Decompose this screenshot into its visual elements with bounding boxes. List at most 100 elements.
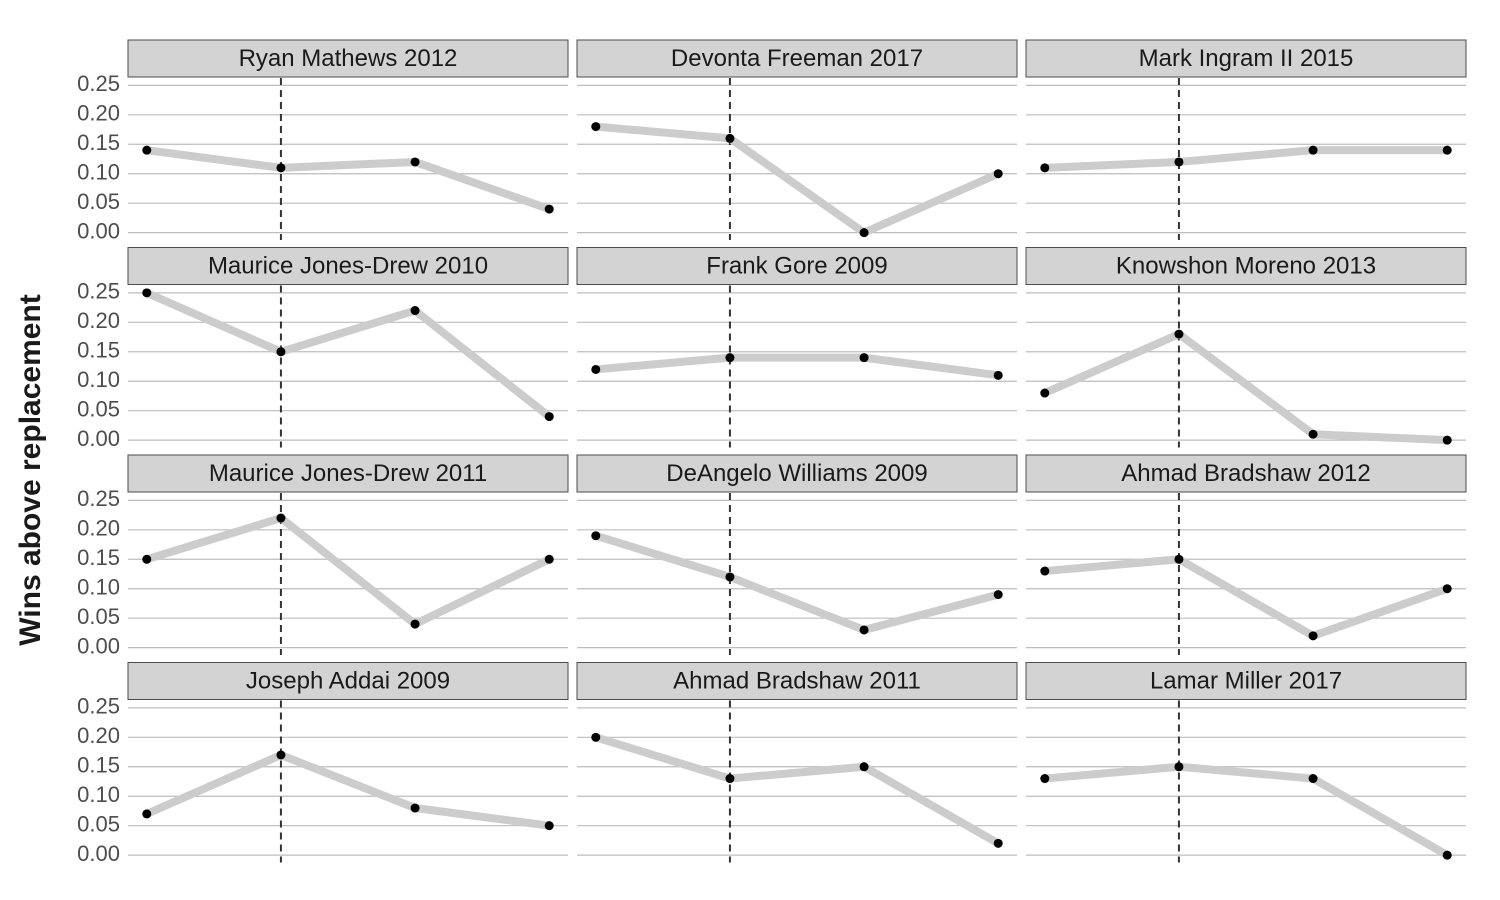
point bbox=[1040, 774, 1050, 784]
point bbox=[993, 838, 1003, 848]
panel-title: Knowshon Moreno 2013 bbox=[1116, 252, 1376, 279]
y-tick-label: 0.10 bbox=[77, 575, 120, 600]
series-line bbox=[595, 353, 999, 380]
point bbox=[1040, 388, 1050, 398]
point bbox=[591, 122, 601, 132]
point bbox=[591, 364, 601, 374]
y-tick-label: 0.20 bbox=[77, 723, 120, 748]
point bbox=[859, 228, 869, 238]
series-line bbox=[145, 514, 551, 629]
point bbox=[276, 163, 286, 173]
series-line bbox=[594, 733, 1001, 847]
y-tick-label: 0.00 bbox=[77, 218, 120, 243]
point bbox=[993, 590, 1003, 600]
strip bbox=[576, 39, 1018, 78]
point bbox=[725, 572, 735, 582]
y-tick-label: 0.25 bbox=[77, 71, 120, 96]
panel-title: Joseph Addai 2009 bbox=[246, 667, 450, 694]
panel-title: Lamar Miller 2017 bbox=[1150, 667, 1342, 694]
panel-title: Maurice Jones-Drew 2010 bbox=[208, 252, 488, 279]
strip bbox=[1025, 247, 1467, 285]
y-tick-label: 0.00 bbox=[77, 426, 120, 451]
point bbox=[725, 353, 735, 363]
series-line bbox=[594, 531, 1000, 634]
y-tick-label: 0.05 bbox=[77, 189, 120, 214]
y-tick-label: 0.20 bbox=[77, 308, 120, 333]
point bbox=[1308, 429, 1318, 439]
strip bbox=[127, 662, 569, 700]
series-line bbox=[146, 146, 551, 213]
strip bbox=[127, 247, 569, 285]
series-line bbox=[1044, 762, 1450, 859]
point bbox=[1442, 850, 1452, 860]
strip bbox=[576, 662, 1018, 700]
y-tick-label: 0.05 bbox=[77, 604, 120, 629]
panel-title: Ahmad Bradshaw 2011 bbox=[673, 667, 921, 694]
point bbox=[410, 157, 420, 167]
point bbox=[276, 513, 286, 523]
strip bbox=[1025, 39, 1467, 78]
series-line bbox=[595, 122, 1000, 237]
point bbox=[1174, 762, 1184, 772]
y-tick-label: 0.25 bbox=[77, 279, 120, 304]
point bbox=[544, 204, 554, 214]
point bbox=[591, 732, 601, 742]
strip bbox=[127, 454, 569, 493]
point bbox=[142, 554, 152, 564]
strip bbox=[576, 454, 1018, 493]
point bbox=[1040, 163, 1050, 173]
panel-title: Maurice Jones-Drew 2011 bbox=[209, 460, 487, 487]
panel-title: Ahmad Bradshaw 2012 bbox=[1121, 460, 1371, 487]
point bbox=[1308, 631, 1318, 641]
point bbox=[142, 288, 152, 298]
y-tick-label: 0.05 bbox=[77, 811, 120, 836]
point bbox=[1308, 145, 1318, 155]
panel-title: Ryan Mathews 2012 bbox=[239, 45, 458, 72]
y-tick-label: 0.00 bbox=[77, 841, 120, 866]
point bbox=[276, 750, 286, 760]
panel-title: Mark Ingram II 2015 bbox=[1139, 45, 1354, 72]
y-tick-label: 0.10 bbox=[77, 160, 120, 185]
y-tick-label: 0.20 bbox=[77, 516, 120, 541]
point bbox=[276, 347, 286, 357]
point bbox=[410, 803, 420, 813]
y-tick-label: 0.20 bbox=[77, 101, 120, 126]
point bbox=[1442, 584, 1452, 594]
strip bbox=[1025, 662, 1467, 700]
strip bbox=[576, 247, 1018, 285]
strip bbox=[1025, 454, 1467, 493]
y-tick-label: 0.15 bbox=[77, 753, 120, 778]
series-line bbox=[1044, 555, 1449, 640]
point bbox=[544, 412, 554, 422]
point bbox=[725, 133, 735, 143]
point bbox=[859, 762, 869, 772]
point bbox=[1442, 145, 1452, 155]
y-tick-label: 0.15 bbox=[77, 545, 120, 570]
point bbox=[993, 169, 1003, 179]
y-tick-label: 0.25 bbox=[77, 486, 120, 511]
y-tick-label: 0.25 bbox=[77, 694, 120, 719]
point bbox=[1308, 774, 1318, 784]
point bbox=[544, 554, 554, 564]
point bbox=[142, 145, 152, 155]
point bbox=[993, 370, 1003, 380]
y-axis-title: Wins above replacement bbox=[14, 294, 47, 646]
y-tick-label: 0.15 bbox=[77, 338, 120, 363]
point bbox=[410, 306, 420, 316]
series-line bbox=[145, 750, 550, 830]
panel-title: Frank Gore 2009 bbox=[706, 252, 887, 279]
point bbox=[1174, 329, 1184, 339]
point bbox=[859, 353, 869, 363]
strip bbox=[127, 39, 569, 78]
point bbox=[859, 625, 869, 635]
point bbox=[142, 809, 152, 819]
y-tick-label: 0.10 bbox=[77, 782, 120, 807]
point bbox=[1174, 157, 1184, 167]
point bbox=[544, 821, 554, 831]
y-tick-label: 0.05 bbox=[77, 396, 120, 421]
panel-title: DeAngelo Williams 2009 bbox=[666, 460, 927, 487]
point bbox=[1040, 566, 1050, 576]
point bbox=[1442, 435, 1452, 445]
